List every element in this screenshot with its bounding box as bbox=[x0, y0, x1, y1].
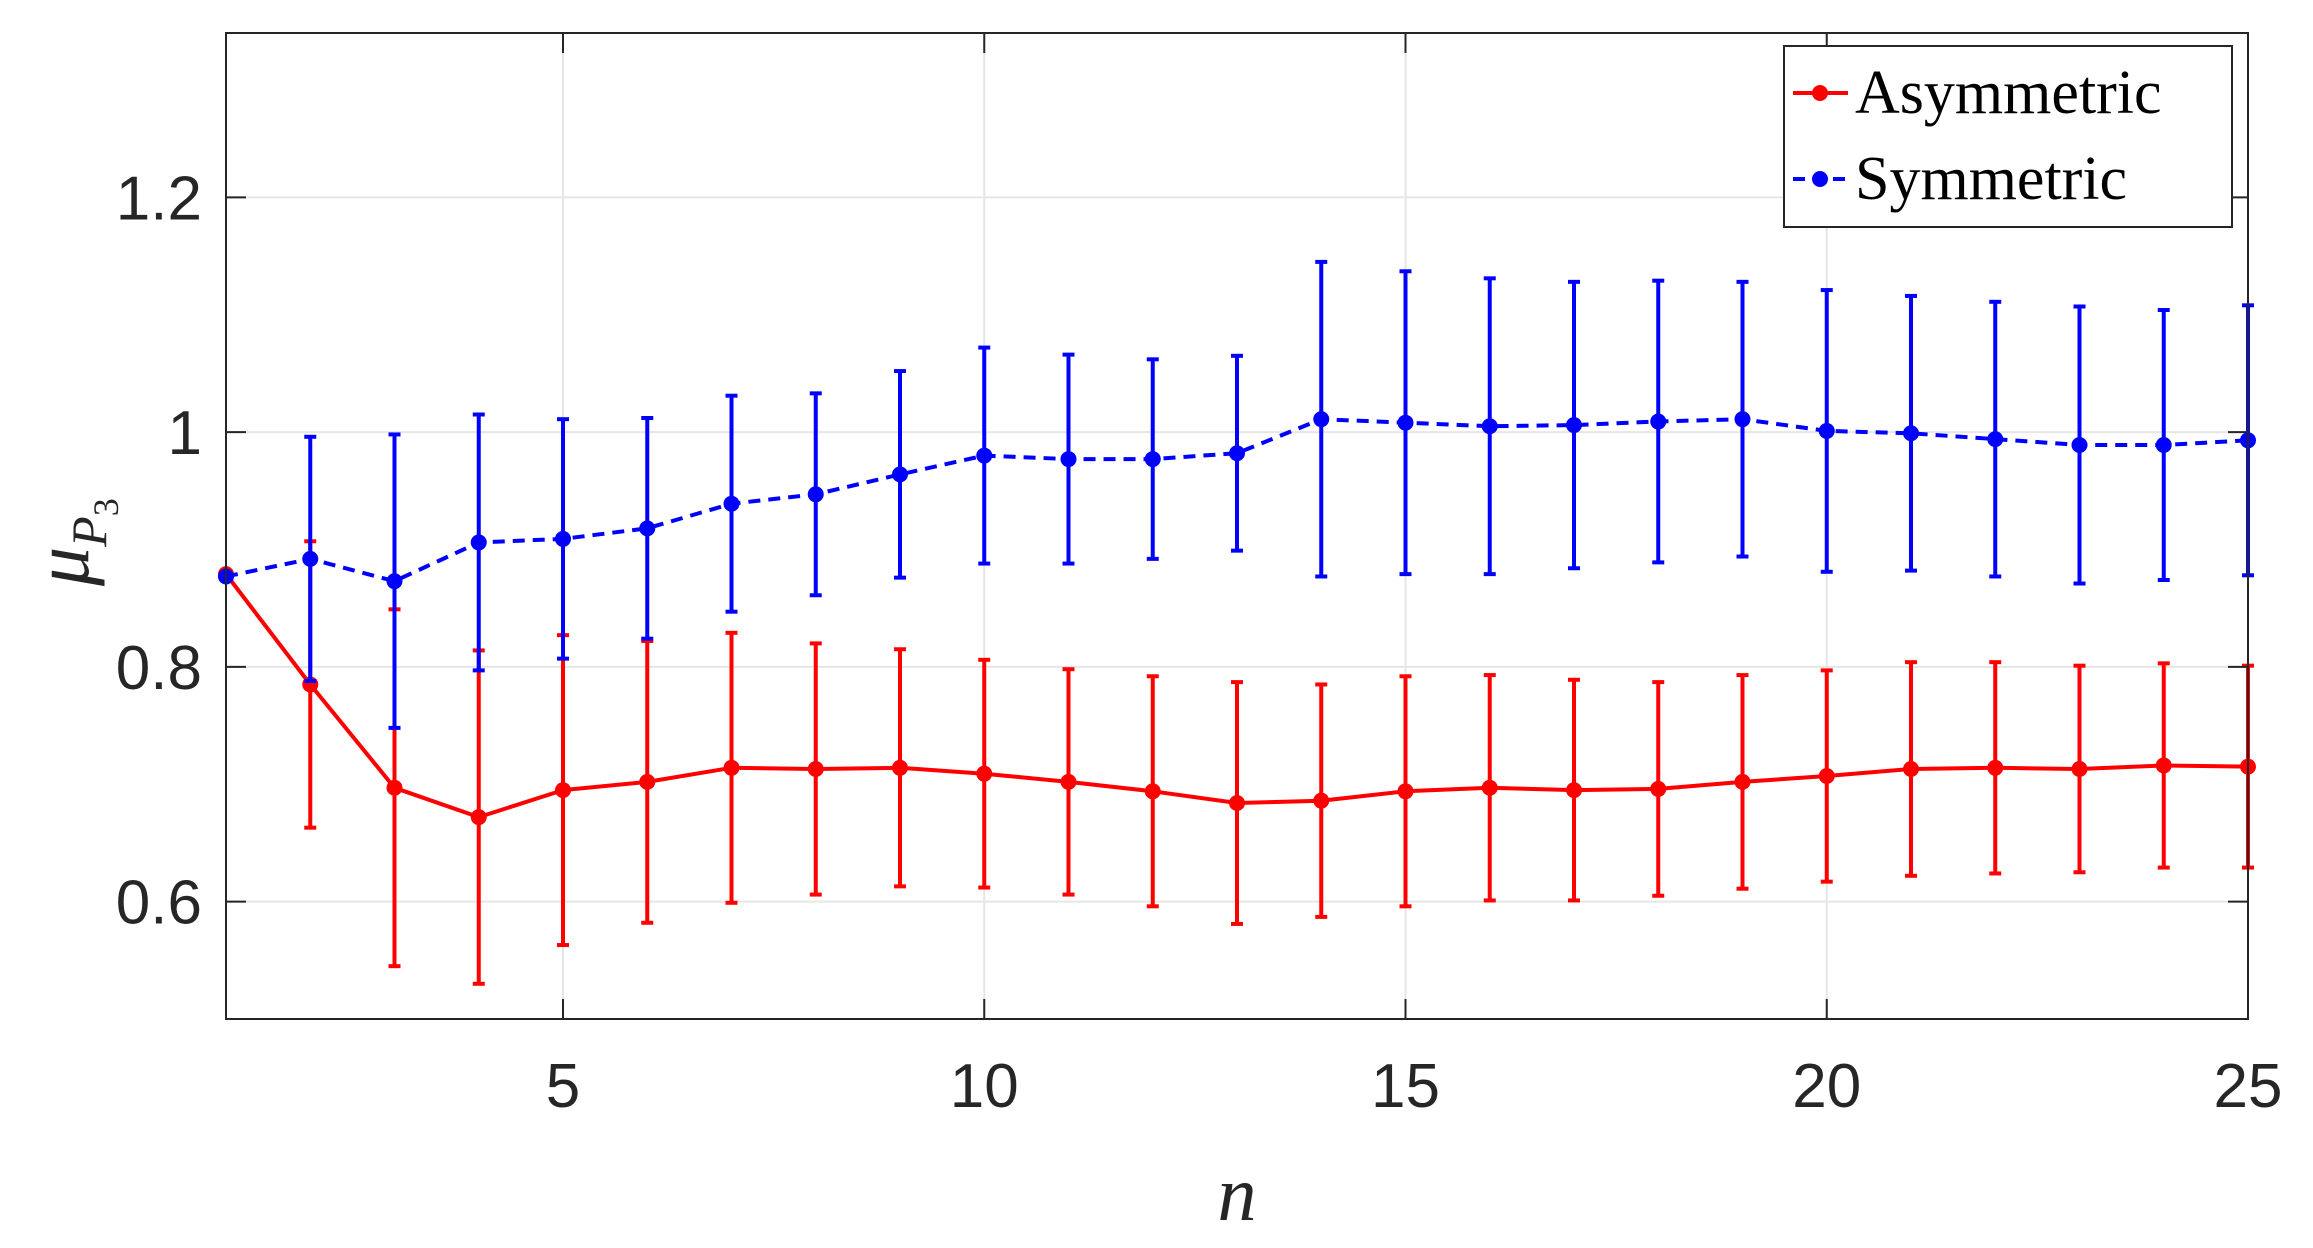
symmetric-point bbox=[1481, 418, 1498, 435]
symmetric-point bbox=[2071, 437, 2088, 454]
symmetric-point bbox=[1060, 451, 1077, 468]
asymmetric-point bbox=[2155, 757, 2172, 774]
symmetric-point bbox=[2155, 437, 2172, 454]
asymmetric-point bbox=[1313, 792, 1330, 809]
asymmetric-point bbox=[807, 760, 824, 777]
asymmetric-point bbox=[639, 773, 656, 790]
svg-text:μP3: μP3 bbox=[18, 498, 126, 587]
x-tick-label: 20 bbox=[1792, 1052, 1861, 1121]
y-axis-label-sub: P bbox=[61, 516, 117, 548]
symmetric-point bbox=[892, 466, 908, 483]
asymmetric-point bbox=[1060, 773, 1077, 790]
asymmetric-point bbox=[555, 782, 571, 799]
asymmetric-point bbox=[892, 759, 908, 776]
symmetric-point bbox=[1566, 417, 1582, 434]
asymmetric-point bbox=[1144, 783, 1161, 800]
x-axis-label: n bbox=[1218, 1150, 1257, 1237]
asymmetric-point bbox=[1987, 759, 2004, 776]
asymmetric-point bbox=[723, 759, 740, 776]
symmetric-point bbox=[386, 573, 403, 590]
symmetric-point bbox=[723, 495, 740, 512]
y-axis-ticks: 0.6 0.8 1 1.2 bbox=[116, 164, 2248, 938]
asymmetric-series bbox=[218, 539, 2256, 986]
symmetric-point bbox=[639, 520, 656, 537]
asymmetric-point bbox=[2071, 760, 2088, 777]
asymmetric-point bbox=[386, 779, 403, 796]
asymmetric-point bbox=[1229, 795, 1245, 812]
symmetric-point bbox=[1903, 425, 1919, 442]
y-tick-label: 0.8 bbox=[116, 634, 202, 703]
symmetric-point bbox=[1397, 414, 1414, 431]
y-tick-label: 0.6 bbox=[116, 869, 202, 938]
y-axis-label-base: μ bbox=[18, 547, 105, 587]
asymmetric-point bbox=[1734, 773, 1751, 790]
symmetric-point bbox=[302, 550, 319, 567]
y-tick-label: 1.2 bbox=[116, 164, 202, 233]
asymmetric-point bbox=[976, 765, 993, 782]
asymmetric-point bbox=[1397, 783, 1414, 800]
symmetric-point bbox=[1313, 411, 1330, 428]
legend-symmetric-label: Symmetric bbox=[1855, 145, 2127, 213]
legend-asymmetric-marker bbox=[1812, 85, 1828, 101]
symmetric-point bbox=[470, 534, 487, 551]
asymmetric-point bbox=[1903, 760, 1919, 777]
plot-frame bbox=[225, 32, 2249, 1020]
legend-box bbox=[1783, 45, 2233, 228]
x-tick-label: 25 bbox=[2214, 1052, 2283, 1121]
symmetric-series bbox=[218, 259, 2256, 730]
legend: Asymmetric Symmetric bbox=[1783, 45, 2233, 228]
symmetric-point bbox=[1229, 445, 1245, 462]
asymmetric-point bbox=[1481, 779, 1498, 796]
series-layer bbox=[218, 259, 2256, 986]
symmetric-point bbox=[1650, 413, 1667, 430]
legend-asymmetric-label: Asymmetric bbox=[1855, 59, 2162, 127]
y-axis-label-subsub: 3 bbox=[86, 498, 126, 516]
symmetric-point bbox=[1144, 451, 1161, 468]
symmetric-point bbox=[1734, 411, 1751, 428]
x-axis-ticks: 5 10 15 20 25 bbox=[546, 33, 2283, 1121]
x-tick-label: 5 bbox=[546, 1052, 580, 1121]
asymmetric-point bbox=[1566, 782, 1582, 799]
y-tick-label: 1 bbox=[168, 399, 202, 468]
x-tick-label: 15 bbox=[1371, 1052, 1440, 1121]
y-axis-label: μP3 bbox=[18, 498, 126, 587]
asymmetric-point bbox=[470, 809, 487, 826]
symmetric-point bbox=[1818, 422, 1835, 439]
x-tick-label: 10 bbox=[950, 1052, 1019, 1121]
legend-symmetric-marker bbox=[1812, 171, 1828, 187]
symmetric-point bbox=[807, 486, 824, 503]
asymmetric-point bbox=[1818, 768, 1835, 785]
asymmetric-point bbox=[1650, 780, 1667, 797]
symmetric-point bbox=[555, 530, 571, 547]
symmetric-point bbox=[976, 447, 993, 464]
symmetric-point bbox=[1987, 431, 2004, 448]
